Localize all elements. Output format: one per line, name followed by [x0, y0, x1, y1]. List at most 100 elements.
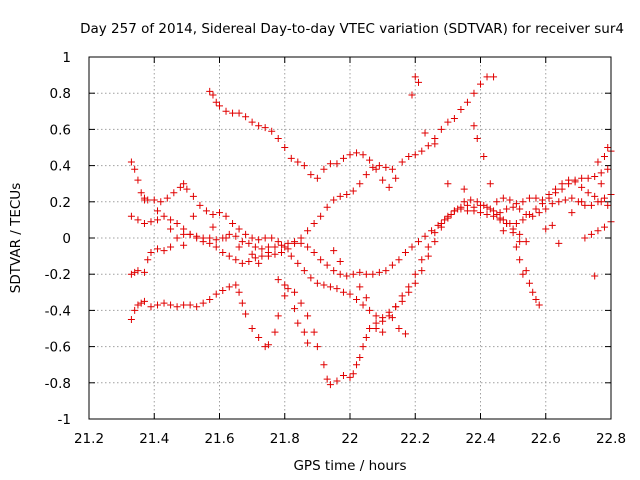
data-point — [408, 243, 416, 251]
data-point — [170, 189, 178, 197]
data-point — [568, 209, 576, 217]
data-point — [379, 176, 387, 184]
data-point — [261, 343, 269, 351]
data-point — [353, 149, 361, 157]
data-point — [516, 205, 524, 213]
data-point — [154, 301, 162, 309]
data-point — [167, 301, 175, 309]
data-point — [522, 238, 530, 246]
data-point — [294, 259, 302, 267]
data-point — [258, 252, 266, 260]
data-point — [519, 198, 527, 206]
data-point — [375, 268, 383, 276]
y-tick-label: 1 — [62, 50, 71, 66]
data-point — [333, 160, 341, 168]
data-point — [349, 270, 357, 278]
data-point — [353, 361, 361, 369]
data-point — [362, 270, 370, 278]
data-point — [477, 209, 484, 217]
data-point — [431, 229, 439, 237]
data-point — [189, 212, 197, 220]
data-point — [248, 250, 256, 258]
data-point — [131, 165, 139, 173]
x-tick-label: 21.8 — [270, 431, 300, 447]
data-point — [251, 243, 259, 251]
data-point — [140, 268, 148, 276]
data-point — [568, 194, 576, 202]
data-point — [206, 87, 214, 95]
data-point — [294, 158, 302, 166]
series-track-3 — [127, 201, 524, 389]
data-point — [238, 299, 246, 307]
data-point — [473, 198, 481, 206]
data-point — [398, 297, 406, 305]
data-point — [597, 180, 605, 188]
data-point — [222, 212, 230, 220]
data-point — [483, 210, 491, 218]
data-point — [366, 325, 374, 332]
data-point — [339, 154, 347, 162]
data-point — [405, 153, 413, 161]
data-point — [444, 180, 452, 188]
data-point — [196, 201, 204, 209]
data-point — [519, 270, 527, 278]
data-point — [388, 261, 396, 269]
grid — [89, 57, 611, 419]
x-tick-label: 21.2 — [74, 431, 104, 447]
data-point — [330, 247, 338, 255]
data-point — [372, 165, 380, 173]
data-point — [434, 221, 442, 229]
data-point — [388, 314, 396, 322]
data-point — [264, 248, 272, 256]
data-point — [512, 220, 520, 228]
data-point — [561, 196, 569, 204]
data-point — [519, 216, 527, 224]
data-point — [245, 239, 253, 247]
data-point — [525, 279, 533, 287]
data-point — [255, 122, 263, 130]
data-point — [584, 189, 592, 197]
data-point — [255, 259, 263, 267]
data-point — [463, 201, 471, 209]
data-point — [140, 220, 148, 228]
series-track-7 — [493, 176, 612, 209]
data-point — [281, 144, 289, 151]
data-point — [424, 142, 432, 150]
data-point — [304, 312, 312, 320]
data-point — [346, 373, 354, 381]
data-point — [147, 303, 155, 311]
data-point — [251, 254, 259, 262]
data-point — [154, 245, 162, 253]
data-point — [291, 288, 299, 296]
data-point — [150, 196, 158, 204]
data-point — [304, 339, 312, 347]
data-point — [512, 200, 520, 208]
data-point — [131, 306, 139, 314]
data-point — [242, 230, 250, 238]
data-point — [470, 89, 478, 97]
data-point — [222, 234, 230, 242]
data-point — [503, 220, 511, 228]
data-point — [555, 198, 563, 206]
data-point — [581, 234, 589, 242]
data-point — [415, 238, 423, 246]
data-point — [555, 239, 563, 247]
data-point — [212, 236, 220, 244]
data-point — [255, 334, 263, 342]
data-point — [271, 250, 279, 258]
data-point — [291, 305, 299, 313]
data-point — [379, 328, 387, 336]
data-point — [379, 314, 387, 322]
data-point — [571, 178, 579, 186]
data-point — [411, 279, 419, 287]
data-point — [268, 127, 276, 135]
data-point — [578, 198, 586, 206]
x-tick-label: 21.6 — [204, 431, 234, 447]
data-point — [336, 270, 344, 278]
data-point — [330, 196, 338, 204]
data-point — [441, 216, 449, 224]
data-point — [134, 301, 142, 309]
data-point — [235, 109, 243, 117]
data-point — [274, 134, 282, 142]
data-point — [418, 256, 426, 264]
